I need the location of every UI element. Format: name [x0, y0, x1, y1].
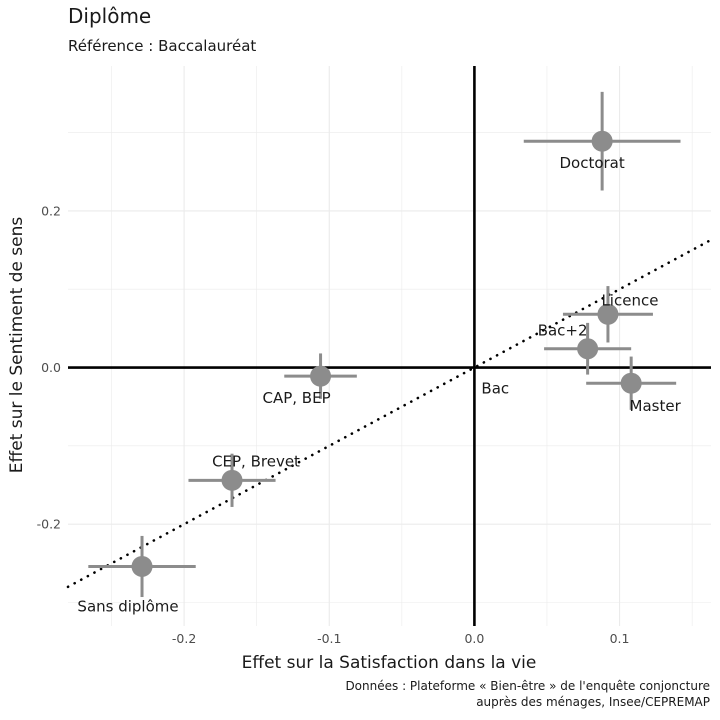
point-label-bac-2: Bac+2: [538, 322, 588, 340]
point-master: [620, 372, 642, 394]
grid: [68, 66, 711, 626]
x-axis-label: Effet sur la Satisfaction dans la vie: [242, 653, 537, 673]
points-layer: Doctorat Licence Bac+2 Master Bac CAP, BEP CEP…: [77, 91, 682, 615]
point-cep-brevet: [221, 469, 243, 491]
y-tick-label: 0.2: [41, 203, 61, 218]
caption: Données : Plateforme « Bien-être » de l'…: [345, 678, 710, 710]
caption-line-1: Données : Plateforme « Bien-être » de l'…: [345, 679, 710, 693]
trend-line-layer: [66, 238, 713, 589]
point-label-cep-brevet: CEP, Brevet: [212, 452, 300, 470]
x-tick-label: -0.2: [172, 631, 196, 646]
point-doctorat: [591, 130, 613, 152]
point-label-bac: Bac: [481, 380, 509, 398]
x-tick-label: 0.0: [464, 631, 484, 646]
point-label-sans-diplome: Sans diplôme: [77, 597, 178, 615]
trend-line: [66, 238, 713, 589]
x-tick-label: -0.1: [317, 631, 341, 646]
point-label-licence: Licence: [601, 291, 658, 309]
chart-subtitle: Référence : Baccalauréat: [68, 37, 257, 55]
point-label-doctorat: Doctorat: [559, 154, 624, 172]
caption-line-2: auprès des ménages, Insee/CEPREMAP: [476, 695, 710, 709]
x-tick-label: 0.1: [610, 631, 630, 646]
y-tick-label: 0.0: [41, 360, 61, 375]
point-bac-2: [577, 338, 599, 360]
point-cap-bep: [310, 365, 332, 387]
zero-axes: [68, 66, 711, 626]
y-tick-label: -0.2: [37, 517, 61, 532]
point-licence: [597, 303, 619, 325]
point-label-master: Master: [630, 397, 682, 415]
point-sans-diplome: [131, 555, 153, 577]
y-axis-label: Effet sur le Sentiment de sens: [7, 217, 27, 474]
tick-labels: -0.2 -0.1 0.0 0.1 -0.2 0.0 0.2: [37, 203, 630, 646]
chart-title: Diplôme: [68, 4, 152, 28]
point-label-cap-bep: CAP, BEP: [262, 389, 330, 407]
